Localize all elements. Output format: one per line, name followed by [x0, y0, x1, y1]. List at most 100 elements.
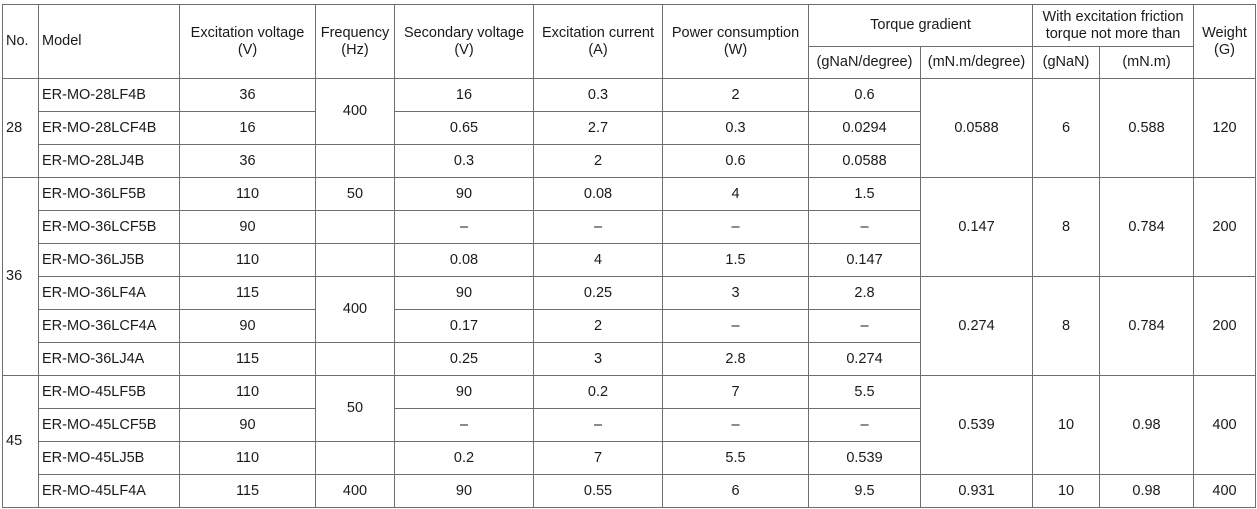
- table-row: ER-MO-36LF4A 115 400 90 0.25 3 2.8 0.274…: [3, 276, 1257, 376]
- friction-gnan-cell: 8: [1032, 177, 1101, 277]
- excitation-voltage-cell: 90: [179, 408, 316, 442]
- table-row: 36 ER-MO-36LF5B 110 50 90 0.08 4 1.5 0.1…: [2, 177, 1257, 376]
- model-cell: ER-MO-45LF5B: [38, 375, 180, 409]
- secondary-voltage-cell: 0.17: [394, 309, 534, 343]
- model-cell: ER-MO-45LJ5B: [38, 441, 180, 475]
- excitation-voltage-cell: 90: [179, 210, 316, 244]
- frequency-cell: [315, 342, 395, 376]
- weight-cell: 200: [1193, 276, 1257, 376]
- group-no: 36: [2, 177, 39, 376]
- excitation-voltage-cell: 110: [179, 441, 316, 475]
- excitation-current-cell: 0.08: [533, 177, 663, 211]
- header-no: No.: [2, 4, 39, 79]
- model-cell: ER-MO-28LJ4B: [38, 144, 180, 178]
- header-torque-gradient-mnm: (mN.m/degree): [919, 46, 1034, 79]
- excitation-voltage-cell: 36: [179, 78, 316, 112]
- secondary-voltage-cell: 0.3: [394, 144, 534, 178]
- power-consumption-cell: 0.3: [662, 111, 809, 145]
- table-row: 45 ER-MO-45LF5B 110 50 90 0.2 7 5.5 0.53…: [2, 375, 1257, 508]
- secondary-voltage-cell: 16: [394, 78, 534, 112]
- power-consumption-cell: 4: [662, 177, 809, 211]
- table-row: ER-MO-45LJ5B 110 0.2 7 5.5 0.539: [3, 441, 1256, 475]
- table-row: ER-MO-36LCF4A 90 0.17 2 – –: [3, 309, 1256, 343]
- frequency-cell: 400: [315, 474, 395, 508]
- model-cell: ER-MO-36LF5B: [38, 177, 180, 211]
- weight-cell: 200: [1193, 177, 1257, 277]
- model-cell: ER-MO-36LCF4A: [38, 309, 180, 343]
- torque-gradient-gnan-cell: 9.5: [808, 474, 921, 508]
- frequency-cell: 400: [315, 78, 395, 145]
- power-consumption-cell: 1.5: [662, 243, 809, 277]
- model-cell: ER-MO-36LJ4A: [38, 342, 180, 376]
- excitation-voltage-cell: 115: [179, 342, 316, 376]
- excitation-voltage-cell: 115: [179, 276, 316, 310]
- torque-gradient-gnan-cell: –: [808, 210, 921, 244]
- friction-gnan-cell: 6: [1032, 78, 1101, 178]
- excitation-current-cell: 0.3: [533, 78, 663, 112]
- header-weight: Weight (G): [1193, 4, 1257, 79]
- model-cell: ER-MO-36LJ5B: [38, 243, 180, 277]
- header-secondary-voltage: Secondary voltage (V): [394, 4, 534, 79]
- frequency-cell: 400: [315, 276, 395, 343]
- weight-cell: 400: [1193, 375, 1257, 475]
- secondary-voltage-cell: 0.25: [394, 342, 534, 376]
- table-row: ER-MO-36LJ4A 115 0.25 3 2.8 0.274: [3, 342, 1256, 376]
- header-friction-torque: With excitation friction torque not more…: [1032, 4, 1195, 47]
- header-row-2: (gNaN/degree) (mN.m/degree) (gNaN) (mN.m…: [3, 46, 1256, 79]
- frequency-cell: 50: [315, 177, 395, 211]
- secondary-voltage-cell: 0.2: [394, 441, 534, 475]
- excitation-voltage-cell: 16: [179, 111, 316, 145]
- torque-gradient-mnm-cell: 0.539: [919, 375, 1034, 475]
- frequency-cell: [315, 210, 395, 244]
- torque-gradient-gnan-cell: 0.274: [808, 342, 921, 376]
- secondary-voltage-cell: 0.65: [394, 111, 534, 145]
- excitation-current-cell: –: [533, 210, 663, 244]
- model-cell: ER-MO-36LF4A: [38, 276, 180, 310]
- header-power-consumption: Power consumption (W): [662, 4, 809, 79]
- secondary-voltage-cell: 90: [394, 276, 534, 310]
- excitation-current-cell: 7: [533, 441, 663, 475]
- group-no: 45: [2, 375, 39, 508]
- excitation-current-cell: 0.25: [533, 276, 663, 310]
- weight-cell: 120: [1193, 78, 1257, 178]
- secondary-voltage-cell: –: [394, 210, 534, 244]
- torque-gradient-gnan-cell: 0.539: [808, 441, 921, 475]
- torque-gradient-mnm-cell: 0.147: [919, 177, 1034, 277]
- group-no: 28: [2, 78, 39, 178]
- excitation-voltage-cell: 90: [179, 309, 316, 343]
- secondary-voltage-cell: –: [394, 408, 534, 442]
- weight-cell: 400: [1193, 474, 1257, 508]
- power-consumption-cell: 7: [662, 375, 809, 409]
- power-consumption-cell: 5.5: [662, 441, 809, 475]
- header-row-1: No. Model Excitation voltage (V) Frequen…: [2, 4, 1257, 79]
- frequency-cell: [315, 144, 395, 178]
- torque-gradient-gnan-cell: 0.6: [808, 78, 921, 112]
- excitation-current-cell: –: [533, 408, 663, 442]
- table-row: ER-MO-28LJ4B 36 0.3 2 0.6 0.0588: [3, 144, 1256, 178]
- model-cell: ER-MO-45LF4A: [38, 474, 180, 508]
- frequency-cell: 50: [315, 375, 395, 442]
- excitation-voltage-cell: 110: [179, 177, 316, 211]
- excitation-current-cell: 2: [533, 144, 663, 178]
- torque-gradient-gnan-cell: 0.147: [808, 243, 921, 277]
- friction-mnm-cell: 0.784: [1099, 276, 1195, 376]
- model-cell: ER-MO-28LF4B: [38, 78, 180, 112]
- excitation-current-cell: 2.7: [533, 111, 663, 145]
- secondary-voltage-cell: 90: [394, 474, 534, 508]
- frequency-cell: [315, 441, 395, 475]
- power-consumption-cell: –: [662, 408, 809, 442]
- table-row: ER-MO-36LCF5B 90 – – – –: [3, 210, 1256, 244]
- table-row: ER-MO-45LCF5B 90 – – – –: [3, 408, 1256, 442]
- torque-gradient-gnan-cell: 0.0588: [808, 144, 921, 178]
- excitation-voltage-cell: 36: [179, 144, 316, 178]
- torque-gradient-gnan-cell: –: [808, 309, 921, 343]
- power-consumption-cell: 2: [662, 78, 809, 112]
- torque-gradient-gnan-cell: 0.0294: [808, 111, 921, 145]
- torque-gradient-gnan-cell: 1.5: [808, 177, 921, 211]
- header-excitation-current: Excitation current (A): [533, 4, 663, 79]
- header-excitation-voltage: Excitation voltage (V): [179, 4, 316, 79]
- friction-mnm-cell: 0.588: [1099, 78, 1195, 178]
- torque-gradient-mnm-cell: 0.274: [919, 276, 1034, 376]
- header-model: Model: [38, 4, 180, 79]
- header-frequency: Frequency (Hz): [315, 4, 395, 79]
